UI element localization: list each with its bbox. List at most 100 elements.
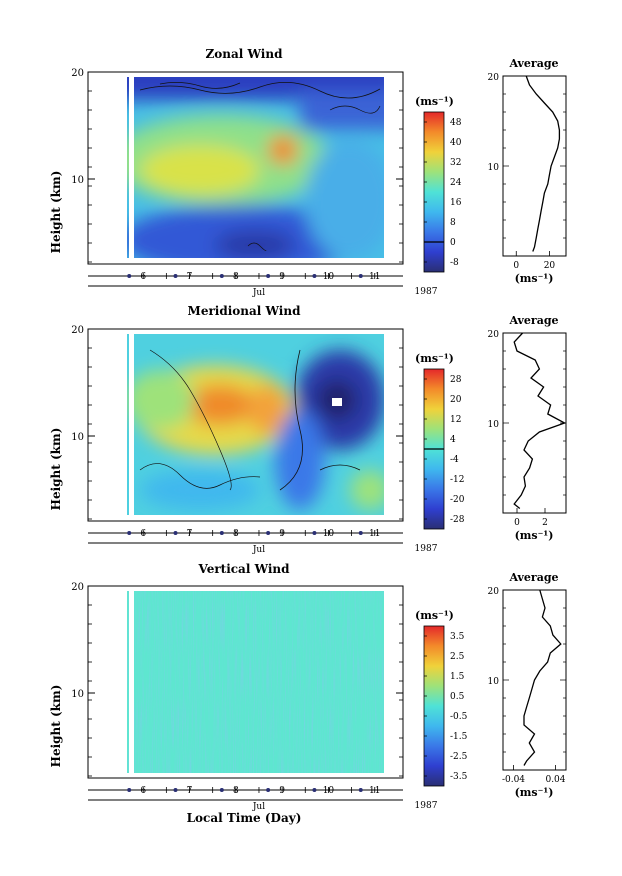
year-label: 1987 xyxy=(415,544,438,554)
average-title: Average xyxy=(508,314,558,327)
average-height-label: 10 xyxy=(488,677,500,687)
average-profile-line xyxy=(513,332,567,510)
time-tick-label: 7 xyxy=(187,786,193,796)
panel-zonal-wind: Zonal Wind 20 10 Height (km) 6 7 8 9 10 11 Jul 19… xyxy=(49,47,567,298)
average-x-tick-label: 20 xyxy=(544,261,556,271)
average-x-label: (ms⁻¹) xyxy=(515,786,554,799)
average-frame xyxy=(502,75,567,257)
zonal-field xyxy=(127,77,384,258)
average-height-label: 20 xyxy=(488,587,500,597)
time-marker xyxy=(219,788,224,792)
average-x-tick-label: 0 xyxy=(513,261,519,271)
average-height-label: 10 xyxy=(488,163,500,173)
time-tick-label: 10 xyxy=(323,529,335,539)
colorbar-tick-label: 4 xyxy=(450,435,456,445)
panel-meridional-wind: Meridional Wind 20 10 Height (km) 6 7 8 xyxy=(49,304,567,555)
time-tick-label: 11 xyxy=(369,786,380,796)
time-marker xyxy=(266,274,271,278)
height-axis-label: Height (km) xyxy=(49,685,63,768)
time-marker xyxy=(358,531,363,535)
colorbar-tick-label: 28 xyxy=(450,375,462,385)
colorbar-tick-label: 40 xyxy=(450,138,462,148)
meridional-data-gap xyxy=(129,334,134,515)
zonal-title: Zonal Wind xyxy=(206,47,284,61)
colorbar-tick-label: 0 xyxy=(450,238,456,248)
height-axis-label: Height (km) xyxy=(49,428,63,511)
height-tick-label: 10 xyxy=(71,689,84,700)
vertical-title: Vertical Wind xyxy=(197,562,290,576)
time-tick-label: 10 xyxy=(323,786,335,796)
time-tick-label: 9 xyxy=(279,529,285,539)
time-marker xyxy=(127,274,132,278)
colorbar-tick-label: -20 xyxy=(450,495,465,505)
time-tick-label: 6 xyxy=(140,529,146,539)
colorbar-tick-label: -8 xyxy=(450,258,459,268)
year-label: 1987 xyxy=(415,801,438,811)
colorbar-unit: (ms⁻¹) xyxy=(415,609,454,622)
time-marker xyxy=(173,274,178,278)
colorbar-unit: (ms⁻¹) xyxy=(415,95,454,108)
average-height-label: 10 xyxy=(488,420,500,430)
colorbar xyxy=(423,625,445,787)
time-tick-label: 8 xyxy=(233,272,239,282)
vertical-frame xyxy=(87,585,404,779)
time-tick-label: 11 xyxy=(369,529,380,539)
meridional-field xyxy=(127,334,384,515)
colorbar-tick-label: 2.5 xyxy=(450,652,465,662)
time-marker xyxy=(173,788,178,792)
time-tick-label: 11 xyxy=(369,272,380,282)
meridional-frame xyxy=(87,328,404,522)
colorbar-unit: (ms⁻¹) xyxy=(415,352,454,365)
time-tick-label: 9 xyxy=(279,786,285,796)
meridional-title: Meridional Wind xyxy=(188,304,302,318)
vertical-field xyxy=(127,591,384,773)
time-tick-label: 7 xyxy=(187,529,193,539)
colorbar-tick-label: 0.5 xyxy=(450,692,465,702)
average-x-tick-label: 0.04 xyxy=(545,775,565,785)
colorbar-tick-label: -2.5 xyxy=(450,752,468,762)
time-marker xyxy=(219,531,224,535)
month-label: Jul xyxy=(252,802,265,812)
time-tick-label: 6 xyxy=(140,786,146,796)
colorbar-tick-label: 20 xyxy=(450,395,462,405)
month-label: Jul xyxy=(252,545,265,555)
colorbar-tick-label: 1.5 xyxy=(450,672,465,682)
colorbar-tick-label: 16 xyxy=(450,198,462,208)
time-marker xyxy=(173,531,178,535)
time-tick-label: 8 xyxy=(233,529,239,539)
time-tick-label: 10 xyxy=(323,272,335,282)
time-tick-label: 6 xyxy=(140,272,146,282)
time-marker xyxy=(312,274,317,278)
time-marker xyxy=(266,788,271,792)
time-tick-label: 7 xyxy=(187,272,193,282)
height-axis-label: Height (km) xyxy=(49,171,63,254)
time-marker xyxy=(358,788,363,792)
average-x-tick-label: 0 xyxy=(514,518,520,528)
year-label: 1987 xyxy=(415,287,438,297)
height-tick-label: 20 xyxy=(71,325,84,336)
average-x-label: (ms⁻¹) xyxy=(515,272,554,285)
colorbar-tick-label: 48 xyxy=(450,118,462,128)
time-marker xyxy=(266,531,271,535)
time-marker xyxy=(312,788,317,792)
average-profile-line xyxy=(525,75,561,252)
time-marker xyxy=(127,531,132,535)
average-height-label: 20 xyxy=(488,330,500,340)
height-tick-label: 10 xyxy=(71,175,84,186)
panel-vertical-wind: Vertical Wind 20 10 Height (km) 6 7 8 9 10 11 Ju… xyxy=(49,562,567,812)
average-title: Average xyxy=(508,571,558,584)
colorbar-tick-label: 12 xyxy=(450,415,461,425)
colorbar-tick-label: 8 xyxy=(450,218,456,228)
height-tick-label: 20 xyxy=(71,68,84,79)
colorbar-tick-label: -28 xyxy=(450,515,465,525)
average-height-label: 20 xyxy=(488,73,500,83)
colorbar-tick-label: -3.5 xyxy=(450,772,468,782)
zonal-frame xyxy=(87,71,404,265)
height-tick-label: 10 xyxy=(71,432,84,443)
month-label: Jul xyxy=(252,288,265,298)
time-tick-label: 8 xyxy=(233,786,239,796)
average-x-tick-label: -0.04 xyxy=(502,775,525,785)
colorbar-tick-label: 32 xyxy=(450,158,461,168)
colorbar-tick-label: 3.5 xyxy=(450,632,465,642)
